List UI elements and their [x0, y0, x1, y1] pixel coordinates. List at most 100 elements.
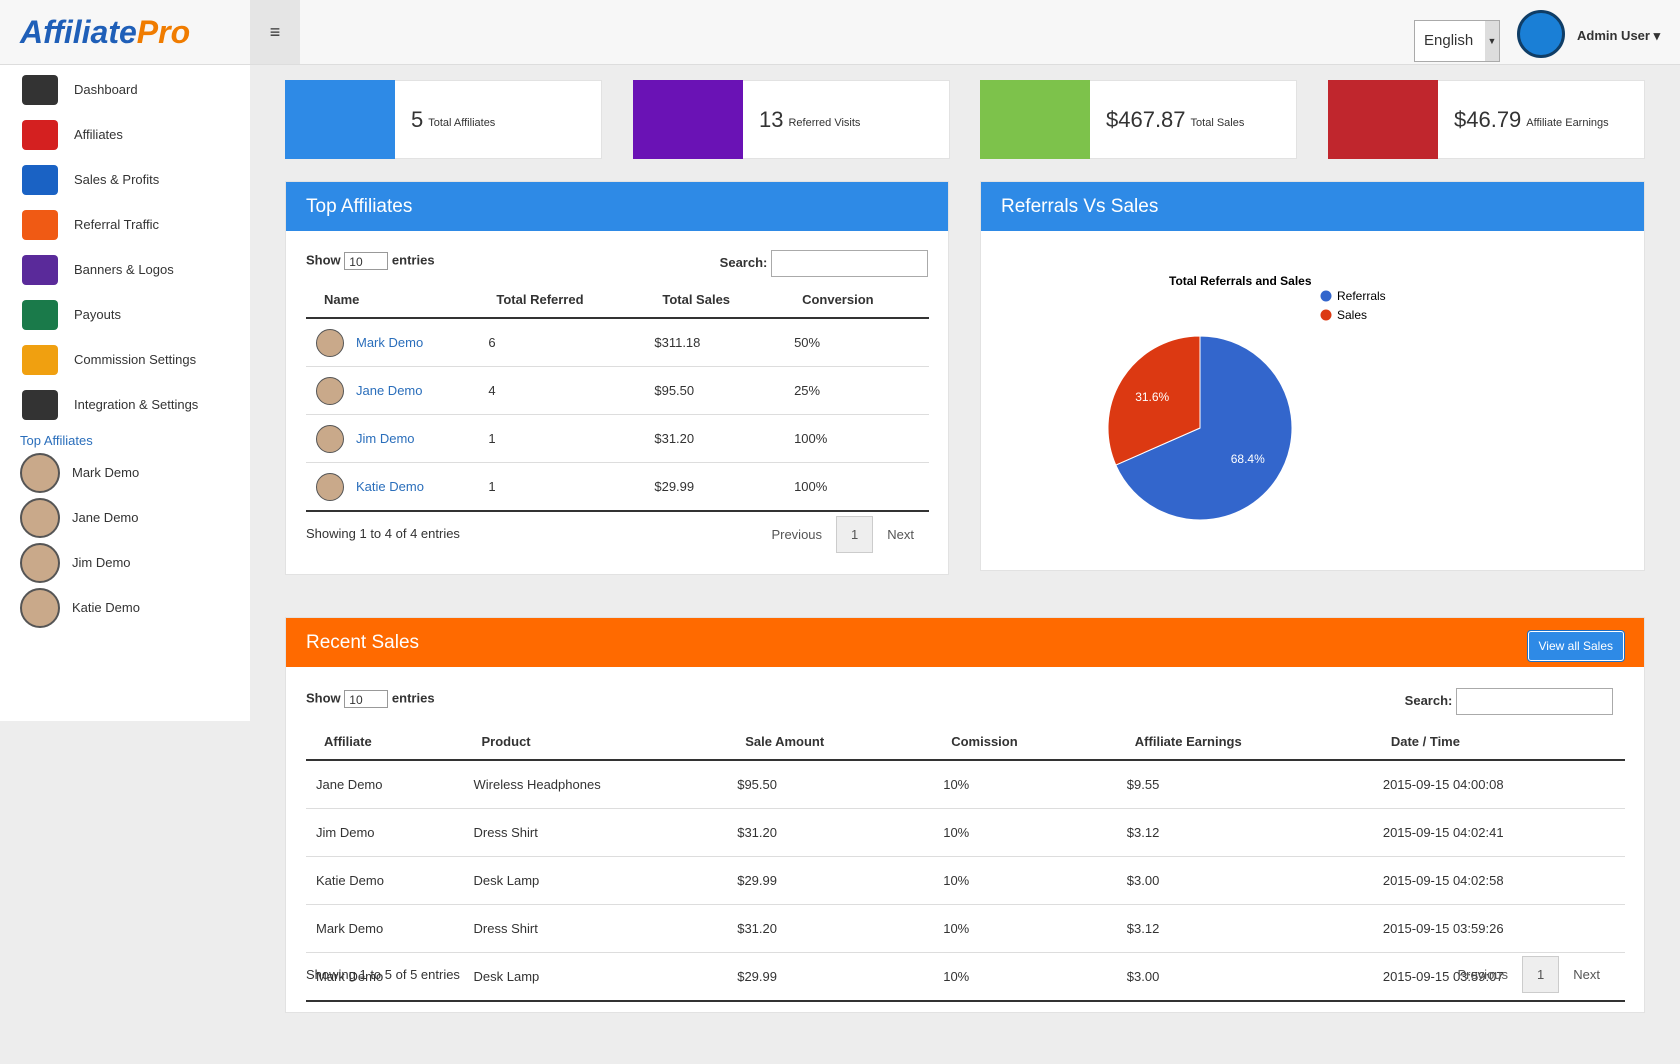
table-cell: $31.20: [727, 904, 934, 953]
next[interactable]: Next: [887, 527, 914, 542]
user-menu[interactable]: Admin User ▾: [1577, 28, 1661, 43]
column-header: Sale Amount: [727, 724, 934, 761]
table-cell: $3.12: [1116, 808, 1373, 857]
table-cell: 50%: [784, 317, 929, 367]
cell-text: 10%: [943, 969, 970, 984]
search-input[interactable]: [1456, 688, 1613, 715]
menu-item[interactable]: Integration & Settings: [0, 382, 250, 427]
menu-icon: [22, 164, 58, 195]
table-cell: 100%: [784, 414, 929, 463]
menu-label: Sales & Profits: [74, 172, 160, 187]
cell-text: $95.50: [737, 777, 777, 792]
table-cell: 10%: [933, 856, 1117, 905]
cell-text: Dress Shirt: [473, 921, 538, 936]
menu-item[interactable]: Affiliates: [0, 112, 250, 157]
length-control[interactable]: Show 10 entries: [306, 690, 435, 708]
cell-text: $311.18: [654, 335, 701, 350]
column-header: Total Sales: [644, 282, 785, 319]
menu-item[interactable]: Payouts: [0, 292, 250, 337]
table-bottom-border: [306, 1000, 1625, 1003]
cell-text: $29.99: [737, 969, 777, 984]
next[interactable]: Next: [1573, 967, 1600, 982]
table-cell: 4: [478, 366, 645, 415]
table-cell: 1: [478, 462, 645, 511]
table-cell: $95.50: [644, 366, 785, 415]
legend-label: Sales: [1337, 308, 1367, 322]
column-header: Affiliate: [306, 724, 464, 761]
stat-value: 13: [759, 106, 784, 132]
table-row: Jane Demo 4 $95.50 25%: [306, 366, 929, 415]
affiliate-item[interactable]: Mark Demo: [0, 450, 250, 495]
avatar: [316, 424, 344, 453]
legend-label: Referrals: [1337, 289, 1386, 303]
column-header: Product: [463, 724, 728, 761]
table-bottom-border: [306, 510, 929, 513]
table-cell: Jim Demo: [306, 808, 464, 857]
cell-text: $3.12: [1126, 921, 1160, 936]
page-size: 10: [344, 690, 389, 708]
menu-icon: [22, 119, 58, 150]
menu-label: Referral Traffic: [74, 217, 160, 232]
search[interactable]: Search:: [1405, 688, 1613, 715]
cell-text: Jim Demo: [316, 825, 375, 840]
avatar: [20, 452, 60, 493]
user-avatar[interactable]: [1517, 10, 1565, 58]
menu-toggle[interactable]: ≡: [250, 0, 300, 64]
page[interactable]: 1: [836, 516, 874, 553]
affiliate-item[interactable]: Jane Demo: [0, 495, 250, 540]
table-cell: Dress Shirt: [463, 808, 728, 857]
table-cell: 10%: [933, 759, 1117, 809]
menu-item[interactable]: Commission Settings: [0, 337, 250, 382]
column-header: Total Referred: [478, 282, 645, 319]
cell-text: 100%: [794, 479, 828, 494]
table-cell: 2015-09-15 04:02:58: [1372, 856, 1625, 905]
top-bar: AffiliatePro ≡ English ▼ Admin User ▾: [0, 0, 1680, 65]
menu-item[interactable]: Sales & Profits: [0, 157, 250, 202]
name-cell: Jane Demo: [316, 376, 468, 405]
cell-text: 10%: [943, 825, 970, 840]
search[interactable]: Search:: [720, 250, 928, 277]
length-control[interactable]: Show 10 entries: [306, 252, 435, 270]
previous[interactable]: Previous: [1457, 967, 1509, 982]
avatar: [20, 497, 60, 538]
name-cell: Mark Demo: [316, 328, 468, 357]
language-select[interactable]: English ▼: [1414, 20, 1500, 62]
panel-title: Recent Sales: [286, 618, 1644, 667]
affiliate-item[interactable]: Jim Demo: [0, 540, 250, 585]
table-row: Mark Demo Dress Shirt $31.20 10% $3.12 2015-0…: [306, 904, 1625, 953]
menu-item[interactable]: Dashboard: [0, 67, 250, 112]
table-cell: $95.50: [727, 759, 934, 809]
cell-text: 4: [488, 383, 496, 398]
cell-text: $29.99: [737, 873, 777, 888]
cell-text: $3.00: [1126, 969, 1160, 984]
chart-title: Total Referrals and Sales: [1169, 274, 1312, 288]
menu-icon: [22, 344, 58, 375]
previous[interactable]: Previous: [771, 527, 823, 542]
affiliate-link[interactable]: Mark Demo: [356, 335, 424, 350]
table-row: Jane Demo Wireless Headphones $95.50 10% $9.…: [306, 759, 1625, 809]
page[interactable]: 1: [1522, 956, 1560, 993]
stat-icon: [1328, 80, 1438, 159]
panel-title: Top Affiliates: [286, 182, 948, 231]
cell-text: Jane Demo: [316, 777, 383, 792]
search-input[interactable]: [771, 250, 928, 277]
avatar: [20, 542, 60, 583]
affiliate-link[interactable]: Jane Demo: [356, 383, 423, 398]
view-all-button[interactable]: View all Sales: [1527, 631, 1624, 661]
logo[interactable]: AffiliatePro: [20, 14, 190, 51]
cell-text: 10%: [943, 777, 970, 792]
cell-text: Mark Demo: [316, 969, 384, 984]
menu-item[interactable]: Referral Traffic: [0, 202, 250, 247]
table-cell: $311.18: [644, 317, 785, 367]
table-cell: $29.99: [644, 462, 785, 511]
stat-icon: [980, 80, 1090, 159]
affiliate-item[interactable]: Katie Demo: [0, 585, 250, 630]
table-cell: 10%: [933, 904, 1117, 953]
slice-label: 68.4%: [1231, 452, 1265, 466]
menu-item[interactable]: Banners & Logos: [0, 247, 250, 292]
table-cell: Jim Demo: [306, 414, 479, 463]
affiliate-link[interactable]: Jim Demo: [356, 431, 415, 446]
affiliate-link[interactable]: Katie Demo: [356, 479, 424, 494]
cell-text: $31.20: [737, 921, 777, 936]
sidebar: Dashboard Affiliates Sales & Profits Referr…: [0, 65, 250, 721]
